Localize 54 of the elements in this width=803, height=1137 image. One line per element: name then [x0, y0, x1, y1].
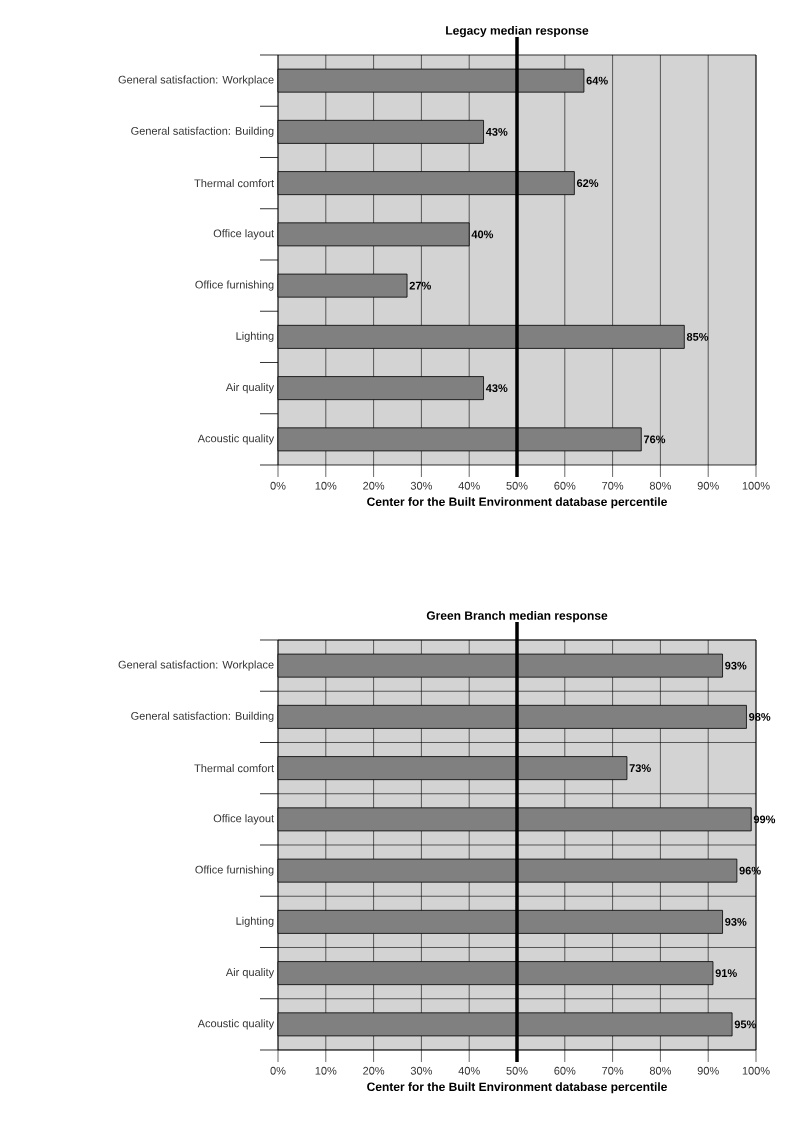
x-tick-label: 100% — [742, 1066, 770, 1075]
y-tick-label: Office furnishing — [195, 280, 274, 291]
x-tick-label: 90% — [697, 1066, 719, 1075]
x-tick-label: 60% — [554, 1066, 576, 1075]
data-label: 93% — [725, 917, 747, 926]
y-tick-label: Air quality — [225, 382, 275, 394]
data-label: 62% — [576, 179, 599, 188]
x-tick-label: 0% — [270, 481, 286, 490]
y-tick-label: General satisfaction: Workplace — [118, 75, 274, 86]
x-tick-label: 20% — [363, 1066, 385, 1075]
data-label: 76% — [643, 435, 666, 444]
y-tick-label: Acoustic quality — [197, 434, 275, 445]
data-label: 64% — [586, 76, 608, 85]
x-tick-label: 80% — [649, 1066, 672, 1075]
x-tick-label: 90% — [697, 481, 719, 490]
x-tick-label: 30% — [410, 1066, 433, 1075]
data-label: 40% — [471, 230, 494, 239]
y-tick-label: Air quality — [225, 968, 275, 979]
x-tick-label: 70% — [602, 481, 624, 490]
chart-title: Green Branch median response — [426, 610, 608, 623]
data-label: 27% — [409, 281, 431, 290]
x-axis-title: Center for the Built Environment database percentile — [367, 1082, 667, 1094]
y-tick-label: Acoustic quality — [197, 1019, 275, 1030]
x-tick-label: 40% — [458, 1066, 480, 1075]
data-label: 73% — [629, 764, 651, 773]
x-axis-title: Center for the Built Environment database percentile — [367, 497, 667, 509]
x-tick-label: 0% — [270, 1066, 286, 1075]
y-tick-label: General satisfaction: Building — [131, 711, 274, 722]
x-tick-label: 100% — [742, 481, 770, 490]
chart-title: Legacy median response — [446, 25, 589, 38]
x-tick-label: 10% — [315, 1066, 337, 1075]
x-tick-label: 50% — [506, 1066, 528, 1075]
y-tick-label: Thermal comfort — [194, 179, 275, 188]
y-tick-label: Lighting — [236, 331, 274, 342]
y-tick-label: Office layout — [213, 814, 275, 825]
x-tick-label: 10% — [315, 481, 337, 490]
x-tick-label: 50% — [506, 481, 528, 490]
data-label: 85% — [686, 332, 709, 341]
y-tick-label: Office furnishing — [195, 865, 274, 876]
y-tick-label: Thermal comfort — [194, 764, 275, 773]
y-tick-label: General satisfaction: Building — [131, 126, 274, 137]
x-tick-label: 20% — [363, 481, 385, 490]
y-tick-label: General satisfaction: Workplace — [118, 660, 274, 671]
y-tick-label: Office layout — [213, 229, 275, 240]
x-tick-label: 70% — [602, 1066, 624, 1075]
x-tick-label: 60% — [554, 481, 576, 490]
data-label: 43% — [485, 384, 508, 393]
x-tick-label: 40% — [458, 481, 480, 490]
data-label: 93% — [725, 661, 747, 670]
x-tick-label: 30% — [410, 481, 433, 490]
data-label: 91% — [715, 969, 737, 978]
data-label: 43% — [485, 127, 508, 136]
x-tick-label: 80% — [649, 481, 672, 490]
y-tick-label: Lighting — [236, 916, 274, 927]
